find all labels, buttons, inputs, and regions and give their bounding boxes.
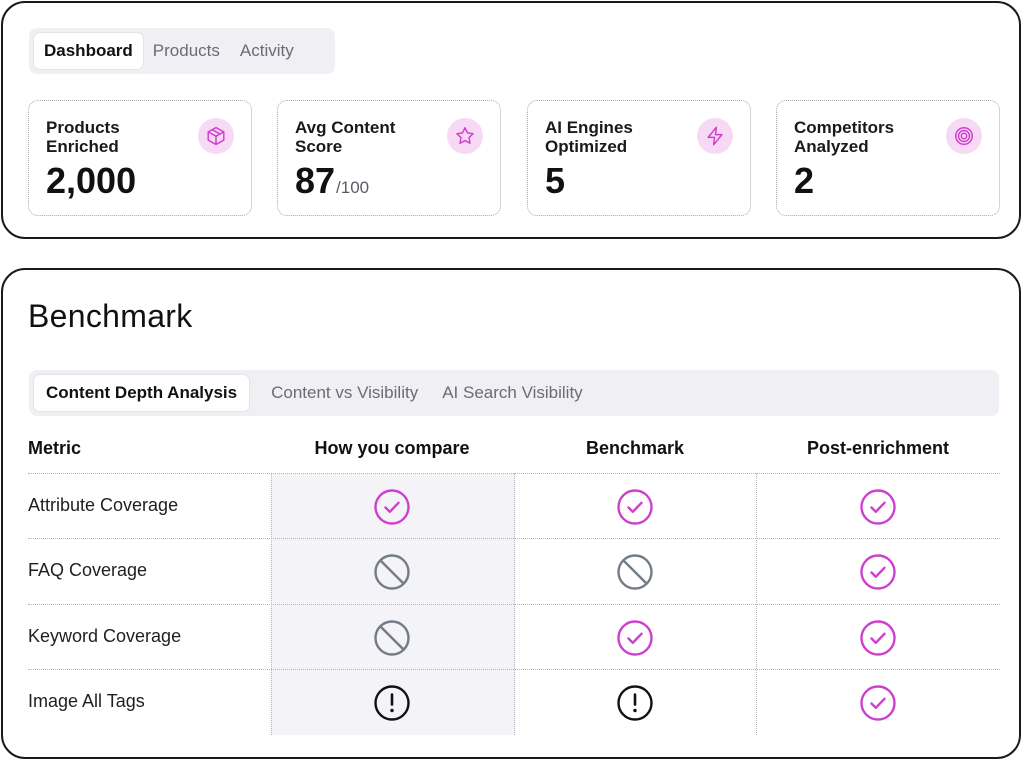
stat-value: 2,000 — [46, 161, 136, 201]
prohibited-icon — [373, 553, 411, 591]
check-circle-icon — [859, 684, 897, 722]
stat-competitors-analyzed: Competitors Analyzed 2 — [776, 100, 1000, 216]
benchmark-card: Benchmark Content Depth Analysis Content… — [1, 268, 1021, 759]
tab-activity[interactable]: Activity — [239, 41, 294, 60]
row-label: Keyword Coverage — [28, 626, 182, 646]
stat-number: 2 — [794, 160, 815, 201]
stat-avg-content-score: Avg Content Score 87/100 — [277, 100, 501, 216]
page-title: Benchmark — [28, 298, 193, 334]
stat-products-enriched: Products Enriched 2,000 — [28, 100, 252, 216]
check-circle-icon — [616, 488, 654, 526]
check-circle-icon — [616, 619, 654, 657]
check-circle-icon — [859, 488, 897, 526]
stat-label: Products Enriched — [46, 118, 120, 156]
target-icon — [946, 118, 982, 154]
benchmark-tab-bar: Content Depth Analysis Content vs Visibi… — [29, 370, 999, 416]
column-header-benchmark: Benchmark — [585, 438, 685, 458]
tab-content-vs-visibility[interactable]: Content vs Visibility — [271, 383, 419, 402]
package-icon — [198, 118, 234, 154]
tab-dashboard[interactable]: Dashboard — [34, 33, 143, 69]
check-circle-icon — [859, 553, 897, 591]
stats-card: Dashboard Products Activity Products Enr… — [1, 1, 1021, 239]
stat-label: Avg Content Score — [295, 118, 396, 156]
star-icon — [447, 118, 483, 154]
alert-circle-icon — [373, 684, 411, 722]
tab-products[interactable]: Products — [152, 41, 220, 60]
column-header-post-enrichment: Post-enrichment — [806, 438, 950, 458]
stat-label: Competitors Analyzed — [794, 118, 895, 156]
check-circle-icon — [373, 488, 411, 526]
stat-number: 5 — [545, 160, 566, 201]
lightning-icon — [697, 118, 733, 154]
stat-number: 87 — [295, 160, 336, 201]
column-header-how-you-compare: How you compare — [314, 438, 470, 458]
column-divider — [756, 473, 757, 735]
prohibited-icon — [616, 553, 654, 591]
column-divider — [271, 473, 272, 735]
stat-label: AI Engines Optimized — [545, 118, 633, 156]
stat-value: 5 — [545, 161, 565, 201]
row-label: FAQ Coverage — [28, 560, 148, 580]
row-label: Attribute Coverage — [28, 495, 179, 515]
stat-suffix: /100 — [336, 178, 370, 197]
top-tab-bar: Dashboard Products Activity — [29, 28, 335, 74]
row-label: Image All Tags — [28, 691, 145, 711]
tab-content-depth-analysis[interactable]: Content Depth Analysis — [34, 375, 250, 411]
stat-ai-engines-optimized: AI Engines Optimized 5 — [527, 100, 751, 216]
column-header-metric: Metric — [28, 438, 82, 458]
prohibited-icon — [373, 619, 411, 657]
stat-value: 2 — [794, 161, 814, 201]
alert-circle-icon — [616, 684, 654, 722]
check-circle-icon — [859, 619, 897, 657]
column-divider — [514, 473, 515, 735]
stat-number: 2,000 — [46, 160, 137, 201]
tab-ai-search-visibility[interactable]: AI Search Visibility — [442, 383, 583, 402]
stat-value: 87/100 — [295, 161, 369, 208]
